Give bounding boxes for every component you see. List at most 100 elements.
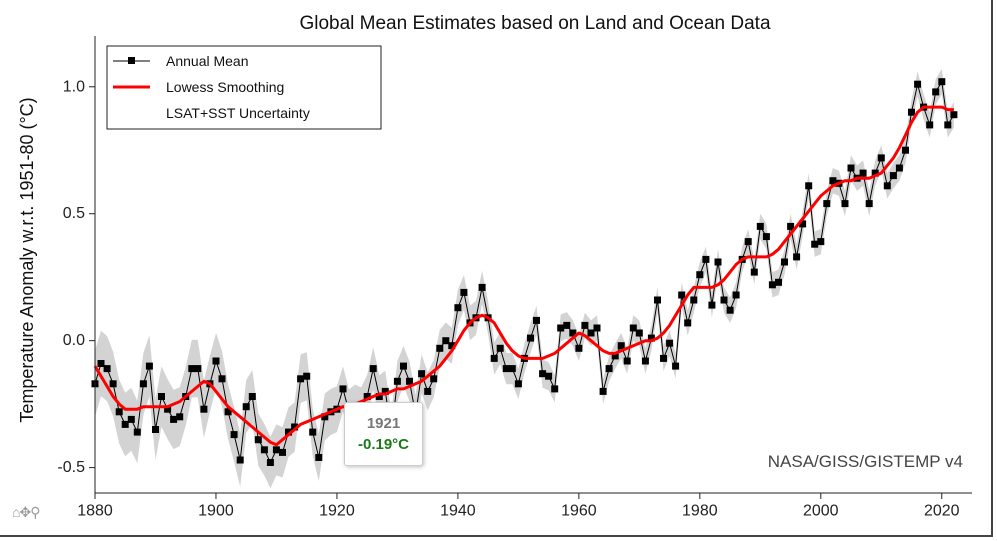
x-tick-label: 1940 <box>440 502 476 519</box>
annual-mean-marker <box>242 403 250 411</box>
annual-mean-marker <box>315 454 323 461</box>
tooltip-year: 1921 <box>366 415 401 432</box>
annual-mean-marker <box>436 344 444 352</box>
annual-mean-marker <box>641 357 649 365</box>
annual-mean-marker <box>847 164 855 172</box>
legend-annual-label: Annual Mean <box>166 53 249 69</box>
chart-title: Global Mean Estimates based on Land and … <box>299 13 771 34</box>
lowess-layer <box>93 105 954 447</box>
annual-mean-marker <box>103 365 111 373</box>
annual-mean-marker <box>309 428 317 436</box>
annual-mean-marker <box>696 271 704 279</box>
annual-mean-marker <box>811 240 819 248</box>
annual-mean-marker <box>212 357 220 365</box>
annual-mean-marker <box>750 268 758 276</box>
annual-mean-marker <box>381 387 389 395</box>
home-icon[interactable]: ⌂ <box>12 504 21 520</box>
annual-mean-marker <box>690 296 698 304</box>
legend-box <box>106 45 382 130</box>
annual-mean-marker <box>158 393 165 400</box>
annual-mean-marker <box>902 146 909 154</box>
annual-mean-marker <box>254 436 262 444</box>
annual-mean-marker <box>424 387 432 395</box>
annual-mean-marker <box>744 238 752 246</box>
annual-mean-marker <box>297 375 305 383</box>
annual-mean-marker <box>393 377 401 385</box>
annual-mean-marker <box>635 329 643 337</box>
annual-mean-marker <box>805 182 813 190</box>
annual-mean-marker <box>145 362 153 370</box>
uncertainty-band-layer <box>95 69 954 489</box>
annual-mean-marker <box>889 172 897 180</box>
annual-mean-marker <box>339 385 347 393</box>
annual-mean-marker <box>678 291 686 299</box>
y-axis-label: Temperature Anomaly w.r.t. 1951-80 (°C) <box>17 97 37 422</box>
annual-mean-marker <box>823 200 831 208</box>
annual-mean-marker <box>545 372 553 380</box>
annual-mean-marker <box>291 423 299 431</box>
annual-mean-marker <box>871 169 879 177</box>
annual-mean-marker <box>563 321 571 329</box>
annual-mean-marker <box>406 377 413 385</box>
annual-mean-marker <box>895 164 903 172</box>
annual-mean-marker <box>768 281 776 289</box>
lowess-smoothing-line <box>93 105 954 447</box>
legend: Annual Mean Lowess Smoothing LSAT+SST Un… <box>106 45 382 130</box>
annual-mean-marker <box>702 255 710 263</box>
x-tick-label: 2020 <box>924 502 960 519</box>
annual-mean-marker <box>569 329 577 337</box>
annual-mean-marker <box>781 258 788 266</box>
annual-mean-marker <box>508 365 516 373</box>
y-tick-label: 1.0 <box>63 78 85 95</box>
annual-mean-marker <box>599 387 607 395</box>
y-tick-label: -0.5 <box>57 459 85 476</box>
annual-mean-marker <box>285 428 292 436</box>
annual-mean-marker <box>375 393 383 400</box>
annual-mean-marker <box>914 80 922 88</box>
zoom-icon[interactable]: ⚲ <box>30 504 40 520</box>
hover-tooltip: 1921 -0.19°C <box>344 402 423 466</box>
annual-mean-marker <box>164 405 172 413</box>
annual-mean-marker <box>926 121 934 129</box>
annual-mean-marker <box>230 431 238 439</box>
credit-label: NASA/GISS/GISTEMP v4 <box>768 452 963 471</box>
annual-mean-marker <box>400 362 407 370</box>
x-tick-label: 1980 <box>682 502 718 519</box>
annual-mean-marker <box>97 360 105 367</box>
annual-mean-marker <box>775 278 782 286</box>
x-tick-label: 1960 <box>561 502 597 519</box>
uncertainty-band <box>95 69 954 489</box>
annual-mean-marker <box>647 334 655 342</box>
annual-mean-marker <box>587 329 595 337</box>
annual-mean-marker <box>841 200 849 208</box>
annual-mean-marker <box>756 222 764 230</box>
annual-mean-marker <box>575 344 583 352</box>
annual-mean-marker <box>938 78 946 86</box>
x-tick-label: 2000 <box>803 502 839 519</box>
annual-mean-marker <box>115 408 123 416</box>
annual-mean-marker <box>279 448 286 456</box>
annual-mean-marker <box>152 426 159 433</box>
x-tick-label: 1920 <box>319 502 355 519</box>
annual-mean-marker <box>654 296 661 304</box>
legend-annual-marker <box>128 57 135 64</box>
annual-mean-marker <box>478 283 486 291</box>
axes: 1880 1900 1920 1940 1960 1980 2000 2020 -0.5 0.0 0… <box>57 36 972 519</box>
annual-mean-marker <box>793 253 801 261</box>
annual-mean-marker <box>720 296 728 304</box>
annual-mean-marker <box>514 380 522 388</box>
annual-mean-marker <box>176 413 184 421</box>
annual-mean-marker <box>666 339 674 347</box>
annual-mean-marker <box>539 370 547 378</box>
annual-mean-marker <box>932 88 940 96</box>
annual-mean-marker <box>448 342 456 350</box>
plot-toolbar[interactable]: ⌂✥⚲ <box>12 504 40 521</box>
annual-mean-marker <box>133 428 141 436</box>
pan-icon[interactable]: ✥ <box>19 504 31 520</box>
annual-mean-marker <box>533 316 540 324</box>
annual-mean-marker <box>672 362 680 370</box>
annual-mean-marker <box>527 334 534 342</box>
x-tick-label: 1880 <box>77 502 113 519</box>
annual-mean-marker <box>726 306 734 314</box>
annual-mean-marker <box>460 288 468 296</box>
